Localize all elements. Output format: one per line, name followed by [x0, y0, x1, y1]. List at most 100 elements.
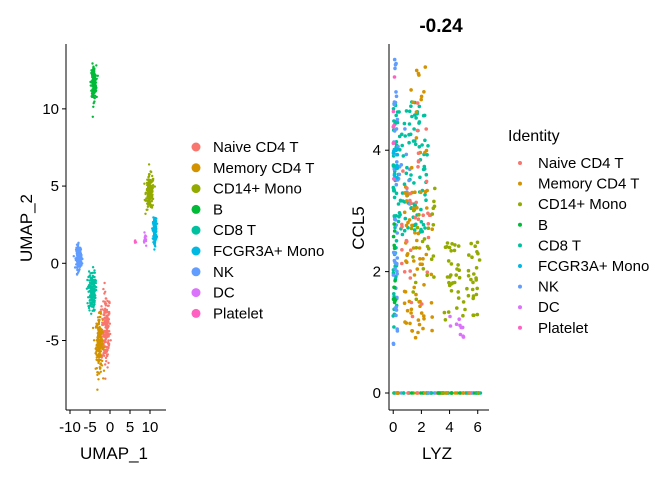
umap-point [94, 279, 98, 283]
umap-x-ticks: -10 -5 0 5 10 [59, 410, 158, 436]
fs-point [426, 391, 431, 395]
fs-point [395, 117, 400, 122]
umap-point [90, 302, 94, 306]
fs-x-tick-label: 6 [474, 419, 482, 436]
fs-point [401, 154, 406, 158]
umap-point [93, 289, 97, 292]
umap-legend-key [191, 246, 201, 256]
umap-point [105, 360, 108, 363]
umap-point [86, 278, 89, 282]
fs-point [425, 206, 429, 210]
umap-point [90, 92, 94, 96]
fs-point [423, 150, 427, 155]
fs-point [404, 171, 409, 176]
umap-point [98, 367, 102, 370]
fs-point [430, 227, 435, 231]
fs-point [409, 206, 413, 210]
fs-point [416, 217, 421, 221]
fs-point [405, 165, 409, 170]
umap-point [147, 194, 150, 197]
umap-point [143, 235, 147, 239]
umap-point [150, 170, 153, 174]
fs-legend-key [518, 284, 522, 289]
fs-point [425, 153, 429, 157]
fs-point [397, 110, 401, 114]
umap-point [93, 100, 96, 103]
fs-point [391, 109, 396, 114]
umap-point [145, 197, 148, 200]
fs-point [403, 127, 407, 131]
fs-point [415, 225, 420, 230]
fs-point [410, 314, 415, 319]
fs-point [421, 257, 425, 261]
fs-point [393, 62, 398, 67]
fs-point [426, 222, 431, 226]
fs-point [417, 246, 422, 250]
umap-point [104, 311, 108, 314]
umap-point [147, 200, 150, 203]
umap-point [155, 227, 158, 230]
fs-point [400, 222, 404, 227]
fs-point [396, 219, 401, 224]
umap-point [149, 179, 152, 182]
fs-point [474, 266, 479, 270]
fs-point [394, 94, 399, 99]
fs-point [394, 113, 399, 118]
umap-point [106, 304, 110, 307]
fs-point [443, 318, 448, 322]
umap-point [75, 263, 78, 266]
fs-point [461, 300, 466, 304]
umap-point [92, 82, 96, 85]
umap-y-tick-label: 0 [51, 255, 59, 272]
umap-point [91, 289, 94, 292]
fs-legend-key [518, 222, 522, 227]
fs-point [392, 100, 397, 104]
umap-point [97, 361, 100, 365]
fs-point [474, 278, 479, 282]
fs-point [449, 289, 454, 293]
umap-point [91, 115, 95, 119]
fs-point [423, 65, 428, 69]
umap-point [105, 315, 108, 318]
fs-point [392, 173, 397, 177]
fs-point [395, 327, 400, 331]
umap-point [99, 350, 103, 353]
umap-point [85, 287, 89, 290]
fs-legend-label: CD8 T [538, 237, 581, 254]
umap-x-tick-label: 5 [126, 419, 134, 436]
umap-point [79, 257, 83, 260]
umap-point [99, 370, 103, 373]
umap-point [102, 352, 105, 355]
fs-point [393, 278, 397, 283]
fs-point [408, 198, 412, 203]
fs-point [445, 391, 449, 395]
fs-point [395, 269, 399, 274]
fs-point [408, 321, 412, 326]
umap-point [99, 362, 103, 365]
fs-point [409, 104, 413, 108]
umap-point [96, 343, 99, 346]
fs-point [400, 261, 404, 266]
fs-point [409, 173, 413, 177]
fs-point [392, 57, 397, 62]
umap-point [90, 281, 93, 284]
umap-point [155, 217, 158, 220]
fs-point [413, 280, 418, 285]
fs-point [450, 242, 454, 246]
umap-point [98, 328, 101, 331]
umap-point [95, 324, 99, 327]
umap-point [94, 89, 98, 92]
fs-point [392, 325, 396, 329]
umap-point [74, 257, 77, 260]
fs-point [392, 189, 397, 193]
fs-point [466, 268, 471, 273]
umap-point [95, 350, 98, 353]
fs-point [395, 152, 400, 157]
fs-point [446, 310, 451, 314]
fs-point [394, 191, 399, 196]
fs-point [393, 218, 398, 222]
fs-point [419, 97, 424, 102]
fs-legend-label: B [538, 217, 548, 234]
fs-legend-key [518, 305, 522, 310]
umap-point [99, 331, 103, 334]
